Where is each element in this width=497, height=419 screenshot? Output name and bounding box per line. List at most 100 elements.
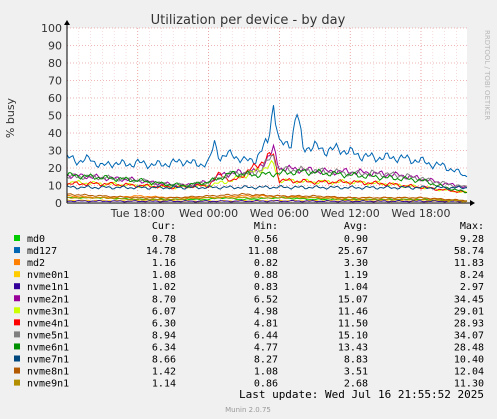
legend-value: 3.30 — [344, 258, 368, 269]
legend-value: 0.90 — [344, 234, 368, 245]
legend-value: 25.67 — [338, 246, 368, 257]
y-tick-label: 50 — [48, 110, 62, 123]
legend-value: 9.28 — [460, 234, 484, 245]
y-tick-label: 70 — [48, 75, 62, 88]
legend-label: nvme6n1 — [27, 342, 69, 353]
legend-column-header: Min: — [254, 221, 278, 232]
legend-value: 3.51 — [344, 367, 368, 378]
legend-column-header: Avg: — [344, 221, 368, 232]
legend-value: 34.07 — [454, 330, 484, 341]
legend-swatch-nvme8n1 — [14, 367, 20, 374]
legend-label: md127 — [27, 246, 57, 257]
legend-value: 28.48 — [454, 342, 484, 353]
y-tick-label: 90 — [48, 40, 62, 53]
chart-title: Utilization per device - by day — [151, 13, 346, 28]
legend-value: 6.30 — [152, 318, 176, 329]
legend-label: nvme7n1 — [27, 355, 69, 366]
series-line-nvme1n1 — [66, 199, 468, 203]
legend-label: nvme4n1 — [27, 318, 69, 329]
legend-value: 6.44 — [254, 330, 278, 341]
legend-value: 15.10 — [338, 330, 368, 341]
legend-swatch-nvme0n1 — [14, 271, 20, 278]
legend-value: 0.86 — [254, 379, 278, 390]
legend-value: 10.40 — [454, 355, 484, 366]
legend-value: 0.78 — [152, 234, 176, 245]
legend-value: 1.08 — [152, 270, 176, 281]
y-axis-arrow — [64, 20, 70, 25]
legend-column-header: Max: — [460, 221, 484, 232]
x-axis-arrow — [470, 200, 475, 206]
y-tick-label: 20 — [48, 162, 62, 175]
legend-value: 11.08 — [248, 246, 278, 257]
legend-value: 11.30 — [454, 379, 484, 390]
legend-label: nvme0n1 — [27, 270, 69, 281]
legend-value: 4.77 — [254, 342, 278, 353]
y-tick-label: 40 — [48, 127, 62, 140]
legend-value: 13.43 — [338, 342, 368, 353]
legend-value: 11.50 — [338, 318, 368, 329]
legend-value: 28.93 — [454, 318, 484, 329]
series-line-nvme6n1 — [66, 168, 468, 194]
series-line-nvme5n1 — [66, 154, 468, 188]
legend-value: 0.88 — [254, 270, 278, 281]
legend-value: 8.83 — [344, 355, 368, 366]
legend-value: 14.78 — [146, 246, 176, 257]
rrdtool-credit: RRDTOOL / TOBI OETIKER — [483, 30, 491, 120]
series-line-nvme7n1 — [66, 185, 468, 190]
y-tick-label: 30 — [48, 145, 62, 158]
series-line-nvme4n1 — [66, 151, 468, 194]
legend-value: 8.24 — [460, 270, 484, 281]
legend-swatch-md127 — [14, 247, 20, 254]
legend-label: nvme2n1 — [27, 294, 69, 305]
y-tick-label: 100 — [41, 22, 62, 35]
x-tick-label: Wed 18:00 — [391, 207, 450, 220]
legend-value: 1.19 — [344, 270, 368, 281]
legend-value: 8.66 — [152, 355, 176, 366]
legend-value: 1.04 — [344, 282, 368, 293]
legend-value: 0.82 — [254, 258, 278, 269]
legend-swatch-nvme4n1 — [14, 319, 20, 326]
legend-value: 12.04 — [454, 367, 484, 378]
legend-swatch-nvme5n1 — [14, 331, 20, 338]
series-lines — [66, 105, 468, 203]
legend-swatch-nvme9n1 — [14, 379, 20, 386]
legend-value: 1.42 — [152, 367, 176, 378]
legend-value: 0.56 — [254, 234, 278, 245]
y-tick-label: 60 — [48, 92, 62, 105]
legend-value: 15.07 — [338, 294, 368, 305]
legend-label: md2 — [27, 258, 45, 269]
legend-value: 6.34 — [152, 342, 176, 353]
y-tick-label: 10 — [48, 180, 62, 193]
legend-value: 1.08 — [254, 367, 278, 378]
legend-value: 6.07 — [152, 306, 176, 317]
x-tick-label: Wed 06:00 — [250, 207, 309, 220]
legend-value: 1.14 — [152, 379, 176, 390]
last-update: Last update: Wed Jul 16 21:55:52 2025 — [239, 388, 484, 401]
legend-label: md0 — [27, 234, 45, 245]
legend-label: nvme1n1 — [27, 282, 69, 293]
legend-value: 2.68 — [344, 379, 368, 390]
y-tick-label: 80 — [48, 57, 62, 70]
legend-value: 29.01 — [454, 306, 484, 317]
legend-label: nvme5n1 — [27, 330, 69, 341]
legend-value: 1.02 — [152, 282, 176, 293]
legend-swatch-nvme1n1 — [14, 283, 20, 290]
legend-value: 11.83 — [454, 258, 484, 269]
grid — [67, 27, 467, 203]
legend-value: 0.83 — [254, 282, 278, 293]
legend-swatch-nvme7n1 — [14, 355, 20, 362]
x-tick-label: Wed 00:00 — [179, 207, 238, 220]
legend-value: 1.16 — [152, 258, 176, 269]
axes: 0 10 20 30 40 50 60 70 80 90 100 Tue 18:00 Wed 00:00… — [41, 20, 475, 220]
legend: Cur: Min: Avg: Max: md0 0.78 0.56 0.90 9.28 md127… — [14, 221, 484, 390]
x-tick-label: Tue 18:00 — [110, 207, 165, 220]
munin-version: Munin 2.0.75 — [225, 406, 271, 414]
y-tick-label: 0 — [55, 197, 62, 210]
legend-value: 6.52 — [254, 294, 278, 305]
legend-value: 8.70 — [152, 294, 176, 305]
legend-swatch-nvme3n1 — [14, 307, 20, 314]
series-line-md127 — [66, 105, 468, 178]
legend-value: 4.98 — [254, 306, 278, 317]
legend-swatch-nvme6n1 — [14, 343, 20, 350]
